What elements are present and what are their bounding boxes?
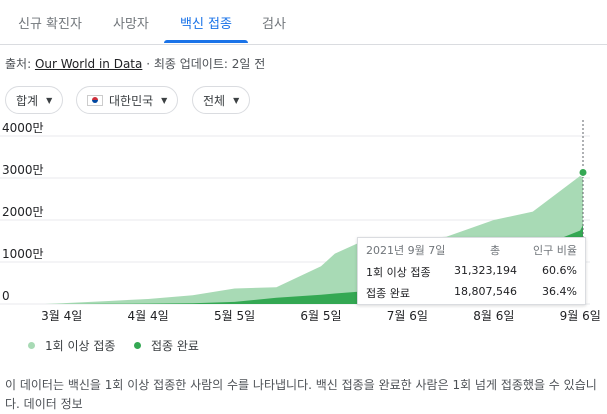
range-dropdown[interactable]: 전체 ▼ [192, 86, 251, 114]
tab-new-cases[interactable]: 신규 확진자 [18, 17, 82, 32]
country-dropdown[interactable]: 대한민국 ▼ [76, 86, 179, 114]
chart-tooltip: 2021년 9월 7일 총 인구 비율 1회 이상 접종 31,323,194 … [357, 237, 586, 305]
x-tick-label: 8월 6일 [473, 309, 514, 323]
tooltip-date: 2021년 9월 7일 [366, 244, 446, 257]
active-tab-indicator [164, 40, 248, 43]
caret-down-icon: ▼ [161, 95, 168, 105]
source-link[interactable]: Our World in Data [34, 57, 143, 71]
tooltip-label: 1회 이상 접종 [366, 266, 431, 279]
hover-point [578, 167, 588, 177]
y-tick-label: 2000만 [2, 205, 44, 219]
tab-vaccination[interactable]: 백신 접종 [180, 17, 232, 32]
tooltip-col-total: 총 [490, 244, 501, 257]
fully-vaccinated-swatch [134, 342, 141, 349]
legend-label: 1회 이상 접종 [45, 339, 116, 353]
tooltip-ratio: 60.6% [542, 264, 577, 277]
source-prefix: 출처: [5, 57, 32, 71]
x-tick-label: 7월 6일 [387, 309, 428, 323]
legend-item-first-dose: 1회 이상 접종 [28, 337, 115, 354]
last-updated: · 최종 업데이트: 2일 전 [146, 57, 266, 71]
metric-dropdown-label: 합계 [16, 93, 39, 108]
tooltip-row-fully-vaccinated: 접종 완료 18,807,546 36.4% [366, 285, 577, 301]
legend-label: 접종 완료 [151, 339, 199, 353]
caret-down-icon: ▼ [233, 95, 240, 105]
tooltip-ratio: 36.4% [542, 285, 577, 298]
tooltip-col-ratio: 인구 비율 [533, 244, 577, 257]
first-dose-swatch [28, 342, 35, 349]
korea-flag-icon [87, 94, 103, 106]
tab-deaths[interactable]: 사망자 [113, 17, 149, 32]
tooltip-row-first-dose: 1회 이상 접종 31,323,194 60.6% [366, 264, 577, 280]
y-tick-label: 3000만 [2, 163, 44, 177]
x-tick-label: 5월 5일 [214, 309, 255, 323]
tooltip-label: 접종 완료 [366, 287, 410, 300]
x-tick-label: 9월 6일 [560, 309, 601, 323]
legend-item-fully-vaccinated: 접종 완료 [134, 337, 199, 354]
y-tick-label: 0 [2, 289, 10, 303]
range-dropdown-label: 전체 [203, 93, 226, 108]
source-line: 출처: Our World in Data · 최종 업데이트: 2일 전 [5, 55, 265, 72]
x-tick-label: 6월 5일 [300, 309, 341, 323]
y-tick-label: 4000만 [2, 121, 44, 135]
x-tick-label: 4월 4일 [128, 309, 169, 323]
x-tick-label: 3월 4일 [41, 309, 82, 323]
metric-dropdown[interactable]: 합계 ▼ [5, 86, 64, 114]
tab-bar: 신규 확진자 사망자 백신 접종 검사 [0, 0, 607, 45]
country-dropdown-label: 대한민국 [109, 93, 154, 108]
caret-down-icon: ▼ [46, 95, 53, 105]
tab-tests[interactable]: 검사 [262, 17, 286, 32]
tooltip-total: 18,807,546 [454, 285, 517, 298]
data-description: 이 데이터는 백신을 1회 이상 접종한 사람의 수를 나타냅니다. 백신 접종… [5, 378, 597, 411]
tooltip-total: 31,323,194 [454, 264, 517, 277]
y-tick-label: 1000만 [2, 247, 44, 261]
